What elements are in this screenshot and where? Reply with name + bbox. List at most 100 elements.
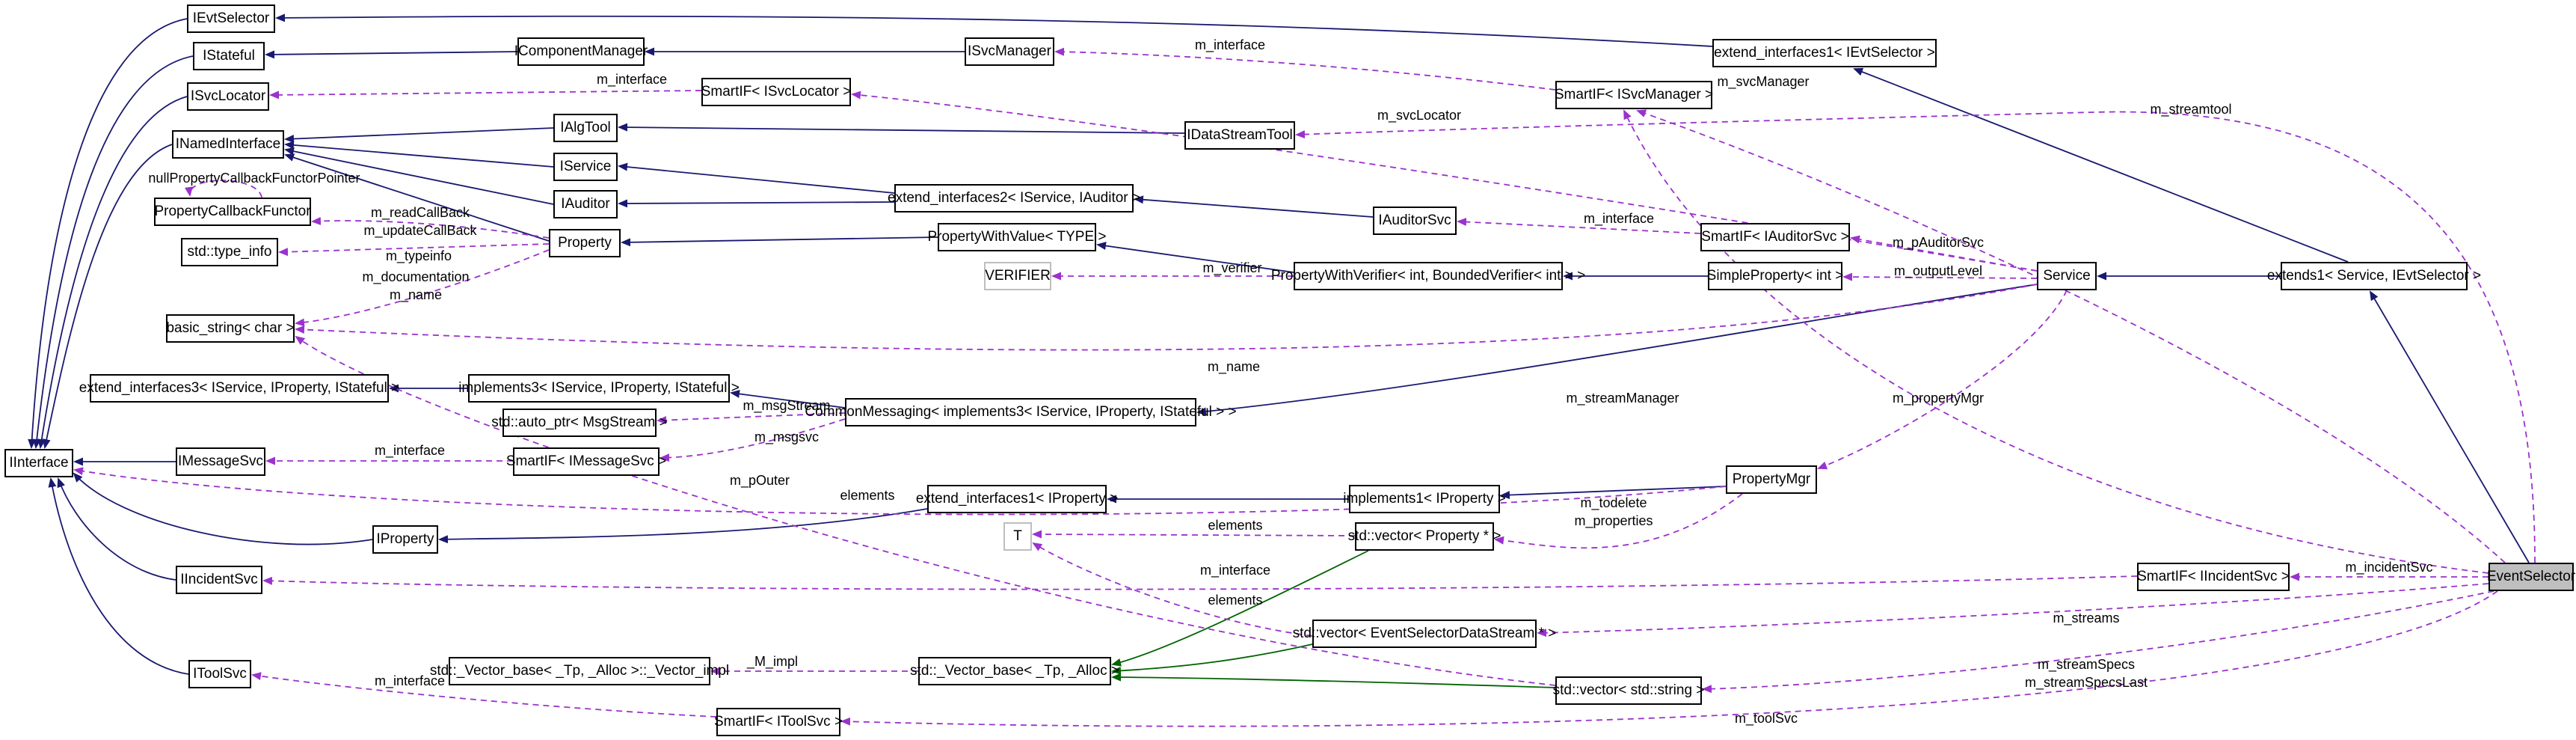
edge-use-eventselector-vectorstream xyxy=(1537,583,2489,637)
class-node-propertywithvalue[interactable]: PropertyWithValue< TYPE > xyxy=(927,223,1107,251)
edge-use-vectorstream-t xyxy=(1032,542,1313,637)
class-node-std-vector-eventselectordatastream[interactable]: std::vector< EventSelectorDataStream * > xyxy=(1293,620,1556,648)
edge-label-use-property-basicstring-1: m_name xyxy=(390,287,442,303)
edge-label-use-eventselector-smartifiincidentsvc: m_incidentSvc xyxy=(2345,560,2432,575)
edge-inh-iservice-inamedinterface xyxy=(284,141,554,168)
edge-label-use-commonmessaging-autoptr: m_msgStream xyxy=(743,398,830,414)
class-node-service[interactable]: Service xyxy=(2037,262,2097,290)
class-node-t: T xyxy=(1003,522,1032,551)
class-node-std-vector-base[interactable]: std::_Vector_base< _Tp, _Alloc > xyxy=(910,657,1119,685)
edge-label-use-property-propertycallbackfunctor-1: m_updateCallBack xyxy=(363,223,477,239)
edge-label-use-eventselector-vectorstring-1: m_streamSpecsLast xyxy=(2025,675,2148,691)
edge-inh-itoolsvc-iinterface xyxy=(48,477,189,675)
edge-inh-propertywithverifier-propertywithvalue xyxy=(1096,242,1294,273)
edge-tpl-vectorproperty-vectorbase xyxy=(1111,550,1369,667)
class-node-smartif-iincidentsvc[interactable]: SmartIF< IIncidentSvc > xyxy=(2137,563,2290,591)
edge-use-smartifisvcmanager-isvcmanager xyxy=(1054,47,1556,91)
edge-inh-ievtselector-iinterface xyxy=(28,18,188,449)
class-node-std-vector-string[interactable]: std::vector< std::string > xyxy=(1553,676,1704,705)
edge-label-use-smartifiauditorsvc-iauditorsvc: m_interface xyxy=(1584,211,1654,227)
class-node-commonmessaging[interactable]: CommonMessaging< implements3< IService, … xyxy=(805,398,1237,426)
edge-inh-extint2-iservice xyxy=(618,162,895,194)
edge-label-use-smartifimessagesvc-imessagesvc: m_interface xyxy=(375,443,445,459)
edge-use-pcf-selfloop xyxy=(184,180,262,198)
class-node-implements3[interactable]: implements3< IService, IProperty, IState… xyxy=(458,374,740,403)
edge-inh-iproperty-iinterface xyxy=(73,472,373,545)
class-node-smartif-isvcmanager[interactable]: SmartIF< ISvcManager > xyxy=(1555,81,1713,109)
edge-inh-iauditor-inamedinterface xyxy=(284,147,554,205)
edge-use-propertymgr-vectorproperty xyxy=(1494,493,1743,549)
edge-use-eventselector-smartifitoolsvc xyxy=(840,590,2498,727)
edge-label-use-eventselector-smartifisvcmanager-2: m_streamManager xyxy=(1566,391,1679,406)
edge-inh-propertywithvalue-property xyxy=(621,236,938,247)
class-node-verifier: VERIFIER xyxy=(984,262,1051,290)
edge-label-use-propertymgr-vectorproperty-1: m_properties xyxy=(1574,513,1653,529)
class-node-extend-interfaces1-iproperty[interactable]: extend_interfaces1< IProperty > xyxy=(916,485,1118,513)
edge-use-property-propertycallbackfunctor xyxy=(311,216,550,239)
class-node-property[interactable]: Property xyxy=(549,229,621,257)
class-node-idatastreamtool[interactable]: IDataStreamTool xyxy=(1184,121,1295,150)
edge-inh-ialgtool-inamedinterface xyxy=(284,127,554,144)
class-node-iincidentsvc[interactable]: IIncidentSvc xyxy=(176,566,262,594)
edge-use-property-typeinfo xyxy=(278,243,550,257)
class-node-std-vector-base-impl[interactable]: std::_Vector_base< _Tp, _Alloc >::_Vecto… xyxy=(430,657,729,685)
class-node-smartif-itoolsvc[interactable]: SmartIF< IToolSvc > xyxy=(714,708,843,736)
class-node-smartif-iauditorsvc[interactable]: SmartIF< IAuditorSvc > xyxy=(1700,223,1850,251)
class-node-implements1-iproperty[interactable]: implements1< IProperty > xyxy=(1343,485,1506,513)
edge-use-eventselector-vectorstring xyxy=(1702,590,2494,694)
class-node-iauditor[interactable]: IAuditor xyxy=(553,190,618,218)
class-node-propertywithverifier[interactable]: PropertyWithVerifier< int, BoundedVerifi… xyxy=(1271,262,1585,290)
edge-use-service-basicstring xyxy=(295,284,2038,351)
class-node-ialgtool[interactable]: IAlgTool xyxy=(553,114,618,142)
class-node-simpleproperty-int[interactable]: SimpleProperty< int > xyxy=(1707,262,1843,290)
class-node-std-auto-ptr-msgstream[interactable]: std::auto_ptr< MsgStream > xyxy=(491,409,668,437)
edge-inh-service-commonmessaging xyxy=(1196,284,2038,416)
class-node-iproperty[interactable]: IProperty xyxy=(372,525,438,554)
edge-inh-eventselector-extends1 xyxy=(2369,290,2530,563)
class-node-smartif-imessagesvc[interactable]: SmartIF< IMessageSvc > xyxy=(506,447,666,476)
edge-label-use-eventselector-idatastreamtool: m_streamtool xyxy=(2150,102,2231,117)
class-node-propertymgr[interactable]: PropertyMgr xyxy=(1726,465,1817,494)
class-node-basic-string-char[interactable]: basic_string< char > xyxy=(166,314,295,343)
edge-label-use-vectorstring-basicstring: elements xyxy=(840,488,894,503)
edge-label-use-commonmessaging-smartifimessagesvc: m_msgsvc xyxy=(754,429,819,445)
edge-label-use-property-typeinfo: m_typeinfo xyxy=(386,248,452,264)
class-node-std-type-info[interactable]: std::type_info xyxy=(181,238,278,266)
class-node-inamedinterface[interactable]: INamedInterface xyxy=(172,130,284,159)
edge-label-use-property-propertycallbackfunctor: m_readCallBack xyxy=(371,205,470,221)
class-node-std-vector-property[interactable]: std::vector< Property * > xyxy=(1348,522,1501,551)
class-node-iservice[interactable]: IService xyxy=(553,153,618,181)
edge-label-use-eventselector-vectorstring: m_streamSpecs xyxy=(2038,657,2135,673)
class-node-istateful[interactable]: IStateful xyxy=(193,42,265,70)
class-node-extends1[interactable]: extends1< Service, IEvtSelector > xyxy=(2267,262,2481,290)
class-node-iauditorsvc[interactable]: IAuditorSvc xyxy=(1373,207,1457,235)
class-node-extend-interfaces2[interactable]: extend_interfaces2< IService, IAuditor > xyxy=(888,184,1140,212)
class-node-smartif-isvclocator[interactable]: SmartIF< ISvcLocator > xyxy=(701,78,851,106)
class-node-extend-interfaces1-ievtselector[interactable]: extend_interfaces1< IEvtSelector > xyxy=(1712,39,1937,67)
edge-label-use-propertymgr-vectorproperty: m_todelete xyxy=(1580,495,1647,511)
edge-label-use-vectorbase-vectorimpl: _M_impl xyxy=(746,654,798,670)
class-node-isvclocator[interactable]: ISvcLocator xyxy=(187,82,269,111)
class-node-itoolsvc[interactable]: IToolSvc xyxy=(188,660,251,688)
edge-label-use-service-smartifiauditorsvc: m_pAuditorSvc xyxy=(1893,235,1984,251)
class-node-iinterface[interactable]: IInterface xyxy=(4,449,73,477)
edge-label-use-propertywithverifier-verifier: m_verifier xyxy=(1202,260,1261,276)
edge-inh-propertymgr-implements1 xyxy=(1500,486,1727,500)
class-node-icomponentmanager[interactable]: IComponentManager xyxy=(514,37,648,66)
edge-label-use-service-basicstring: m_name xyxy=(1208,359,1260,375)
edge-use-service-simpleproperty xyxy=(1842,272,2038,281)
edge-label-use-eventselector-smartifitoolsvc: m_toolSvc xyxy=(1735,711,1798,727)
class-node-extend-interfaces3[interactable]: extend_interfaces3< IService, IProperty,… xyxy=(79,374,399,403)
edge-inh-isvclocator-iinterface xyxy=(37,96,188,449)
class-node-imessagesvc[interactable]: IMessageSvc xyxy=(176,447,265,476)
edge-label-use-smartifisvcmanager-isvcmanager: m_interface xyxy=(1195,37,1265,53)
class-node-propertycallbackfunctor[interactable]: PropertyCallbackFunctor xyxy=(154,198,311,226)
edge-inh-iauditorsvc-extint2 xyxy=(1134,195,1374,218)
edge-label-use-smartifisvclocator-isvclocator: m_interface xyxy=(597,72,667,88)
class-node-isvcmanager[interactable]: ISvcManager xyxy=(965,37,1054,66)
class-node-ievtselector[interactable]: IEvtSelector xyxy=(187,4,275,33)
edge-label-use-service-simpleproperty: m_outputLevel xyxy=(1894,263,1982,279)
edge-inh-commonmessaging-implements3 xyxy=(730,389,846,409)
edge-label-use-service-smartifisvclocator: m_svcLocator xyxy=(1377,108,1461,123)
